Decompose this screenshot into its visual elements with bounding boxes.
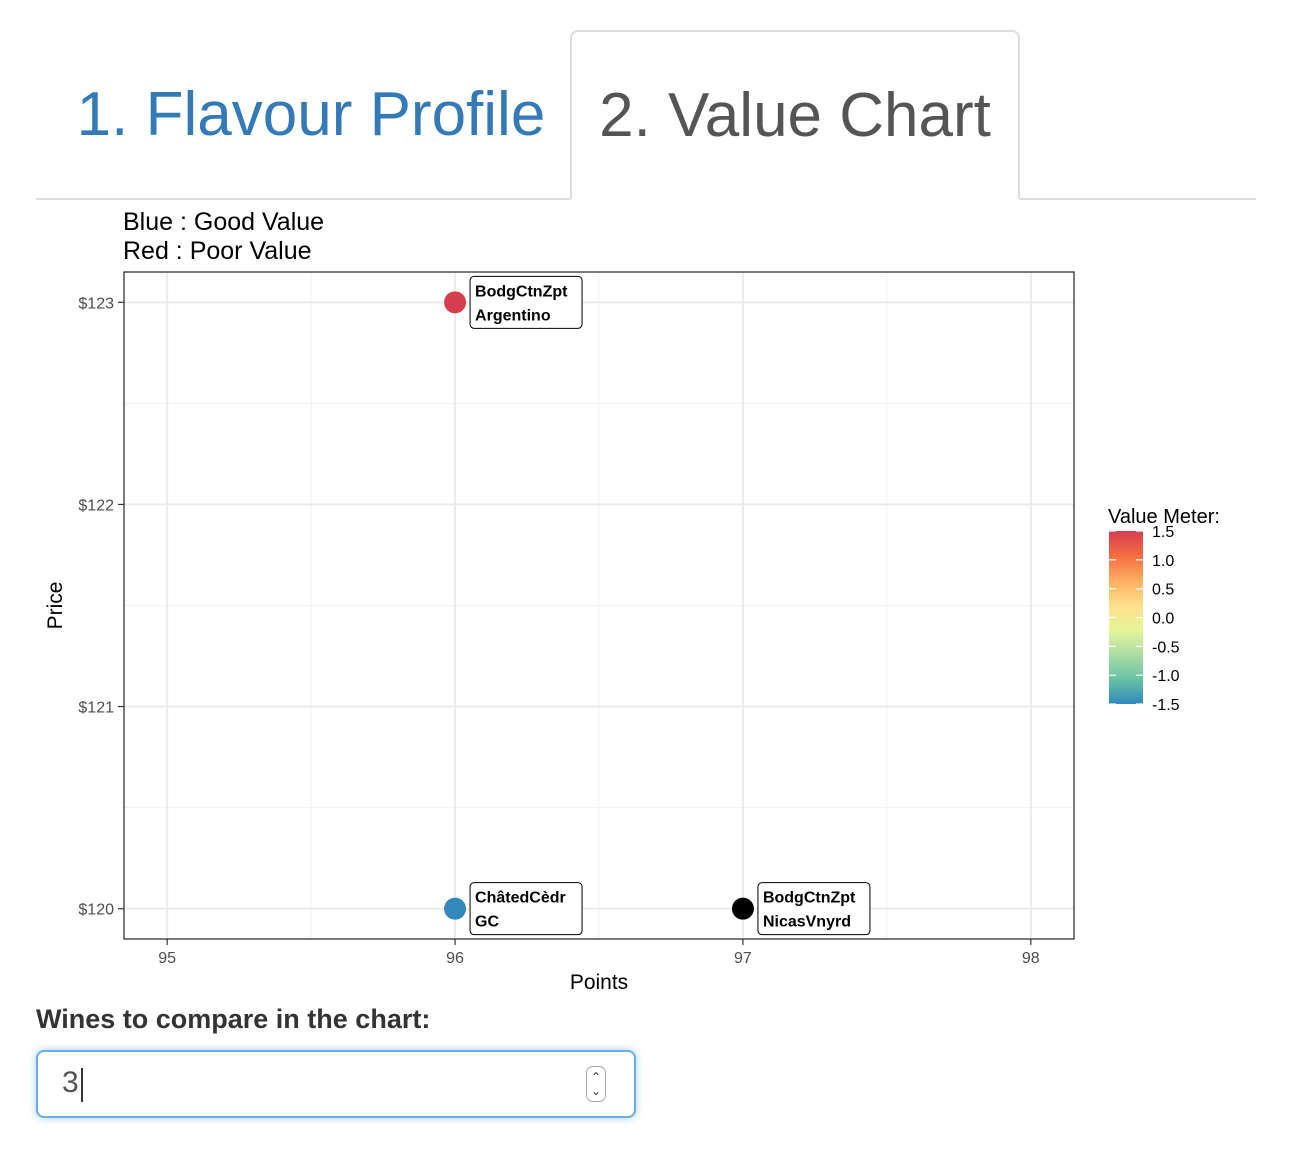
x-tick-label: 97 (734, 950, 752, 967)
legend-break-label: 1.0 (1152, 553, 1174, 570)
data-point (444, 291, 467, 314)
chart-title-line: Red : Poor Value (123, 237, 312, 265)
spinner-up-icon[interactable]: ⌃ (590, 1070, 602, 1084)
legend-break-label: -1.5 (1152, 697, 1180, 714)
y-tick-label: $122 (78, 497, 114, 514)
point-label-text: BodgCtnZpt (475, 283, 568, 300)
y-tick-label: $123 (78, 295, 114, 312)
legend-break-label: 0.0 (1152, 611, 1174, 628)
tab-bar: 1. Flavour Profile 2. Value Chart (36, 30, 1256, 200)
legend-break-label: 0.5 (1152, 582, 1174, 599)
point-label-box (757, 882, 871, 936)
point-label-text: NicasVnyrd (763, 914, 851, 931)
point-label-text: GC (475, 914, 499, 931)
legend-break-label: -1.0 (1152, 668, 1180, 685)
text-caret (80, 1067, 83, 1102)
legend-title: Value Meter: (1108, 506, 1220, 528)
x-axis-title: Points (570, 971, 628, 994)
point-label-text: Argentino (475, 307, 551, 324)
legend-break-label: -0.5 (1152, 639, 1180, 656)
tab-flavour-profile[interactable]: 1. Flavour Profile (76, 79, 546, 149)
y-tick-label: $121 (78, 700, 114, 717)
tab-value-chart[interactable]: 2. Value Chart (570, 30, 1020, 200)
x-tick-label: 98 (1022, 950, 1040, 967)
point-label-box (469, 275, 583, 329)
y-axis-title: Price (44, 582, 67, 630)
x-tick-label: 95 (158, 950, 176, 967)
wines-to-compare-label: Wines to compare in the chart: (36, 1004, 431, 1034)
chart-title-line: Blue : Good Value (123, 208, 324, 236)
point-label-box (469, 882, 583, 936)
wines-count-value: 3 (62, 1066, 83, 1102)
data-point (731, 897, 754, 920)
data-point (444, 897, 467, 920)
plot-panel-border (123, 271, 1075, 940)
point-label-text: BodgCtnZpt (763, 890, 856, 907)
wines-count-input[interactable]: 3 ⌃ ⌄ (36, 1050, 636, 1118)
point-label-text: ChâtedCèdr (475, 890, 566, 907)
spinner-down-icon[interactable]: ⌄ (590, 1084, 602, 1098)
x-tick-label: 96 (446, 950, 464, 967)
y-tick-label: $120 (78, 902, 114, 919)
legend-break-label: 1.5 (1152, 524, 1174, 541)
number-spinner[interactable]: ⌃ ⌄ (586, 1066, 606, 1102)
